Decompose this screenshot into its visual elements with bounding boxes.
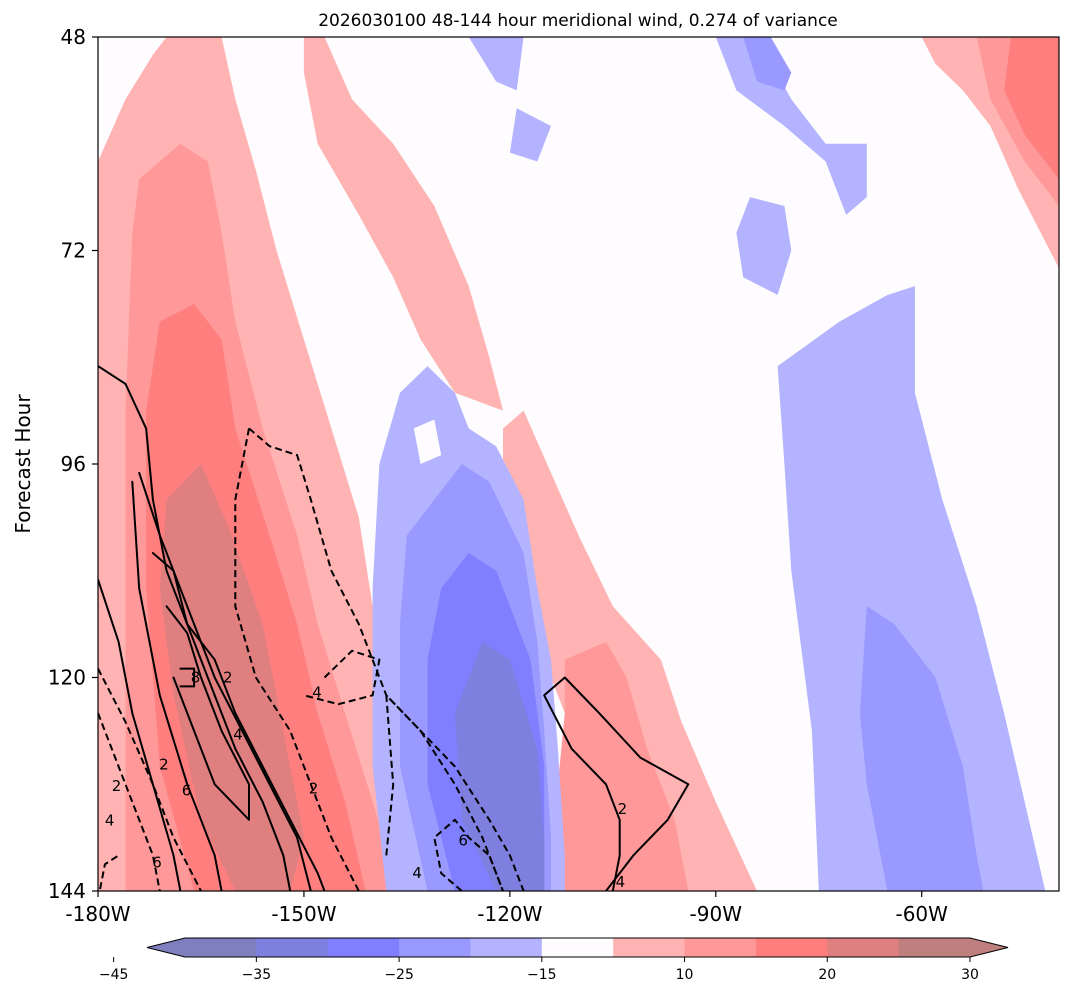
colorbar-swatch-3	[399, 938, 471, 957]
colorbar-tick-label-1: −35	[242, 967, 272, 983]
line-contours	[98, 365, 690, 891]
fill-region-18	[743, 37, 792, 91]
dashed-contour-11	[248, 427, 504, 891]
colorbar-swatch-0	[185, 938, 257, 957]
colorbar-tick-label-3: −15	[527, 967, 557, 983]
solid-contour-7	[543, 676, 690, 891]
y-tick-label-4: 144	[48, 879, 86, 903]
colorbar-swatch-1	[256, 938, 329, 957]
solid-contour-4	[151, 552, 292, 891]
fill-region-12	[736, 197, 792, 295]
colorbar-tick-label-2: −25	[384, 967, 414, 983]
x-tick-label-4: -60W	[895, 902, 948, 926]
fill-region-11	[509, 108, 551, 162]
colorbar-tick-label-5: 20	[818, 967, 836, 983]
solid-contour-2	[131, 480, 223, 891]
contour-label-10: 4	[412, 864, 422, 882]
dashed-contour-13	[303, 649, 381, 706]
colorbar-swatch-5	[541, 938, 614, 957]
solid-contour-3	[138, 471, 312, 891]
colorbar-swatch-7	[684, 938, 757, 957]
colorbar-swatch-4	[470, 938, 543, 957]
contour-label-11: 6	[458, 831, 468, 849]
contour-label-13: 4	[616, 873, 626, 891]
fill-region-5	[551, 641, 689, 891]
colorbar-swatch-8	[755, 938, 828, 957]
fill-region-1	[303, 37, 503, 411]
dashed-contour-15	[433, 818, 504, 891]
fill-region-2	[503, 410, 757, 891]
contour-label-3: 2	[159, 756, 169, 774]
y-tick-label-1: 72	[61, 239, 86, 263]
contour-label-0: 8	[191, 669, 201, 687]
colorbar-swatch-10	[898, 938, 971, 957]
solid-contour-6	[179, 667, 196, 688]
fill-region-21	[413, 419, 442, 464]
colorbar-swatch-2	[327, 938, 400, 957]
y-axis-label: Forecast Hour	[11, 394, 35, 534]
contour-label-8: 4	[312, 684, 322, 702]
colorbar-outline	[146, 937, 1009, 958]
dashed-contour-9	[98, 712, 161, 891]
dashed-contour-12	[234, 428, 360, 891]
dashed-contour-14	[385, 694, 525, 891]
contour-label-12: 2	[618, 800, 628, 818]
colorbar-tick-label-0: −45	[99, 967, 129, 983]
contour-label-4: 6	[182, 781, 192, 799]
contour-label-6: 4	[105, 812, 115, 830]
colorbar-extend-high	[970, 938, 1008, 957]
x-axis: -180W -150W -120W -90W -60W	[65, 891, 948, 926]
colorbar: −45−35−25−1510203040	[99, 937, 1009, 983]
x-tick-label-2: -120W	[477, 902, 542, 926]
colorbar-extend-low	[147, 938, 185, 957]
y-tick-label-3: 120	[48, 666, 86, 690]
dashed-contour-10	[98, 854, 120, 891]
chart-title: 2026030100 48-144 hour meridional wind, …	[318, 11, 838, 31]
contour-label-2: 4	[233, 725, 243, 743]
filled-contours	[98, 37, 1059, 891]
fill-region-15	[777, 286, 1046, 891]
colorbar-swatch-9	[827, 938, 900, 957]
fill-region-10	[468, 37, 524, 91]
contour-label-9: 2	[309, 780, 319, 798]
x-tick-label-3: -90W	[690, 902, 743, 926]
contour-label-7: 6	[152, 854, 162, 872]
solid-contour-1	[98, 578, 182, 891]
y-axis: 48 72 96 120 144	[48, 25, 98, 903]
x-tick-label-1: -150W	[271, 902, 336, 926]
colorbar-swatch-6	[613, 938, 686, 957]
fill-region-13	[715, 37, 867, 215]
fill-region-8	[1004, 37, 1059, 180]
colorbar-tick-label-4: 10	[676, 967, 694, 983]
fill-region-17	[859, 606, 984, 891]
y-tick-label-0: 48	[61, 25, 86, 49]
fill-region-9	[159, 464, 304, 891]
x-tick-label-0: -180W	[65, 902, 130, 926]
solid-contour-5	[165, 605, 250, 821]
contour-label-1: 2	[223, 669, 233, 687]
contour-label-5: 2	[112, 777, 122, 795]
y-tick-label-2: 96	[61, 452, 86, 476]
colorbar-tick-label-6: 30	[961, 967, 979, 983]
